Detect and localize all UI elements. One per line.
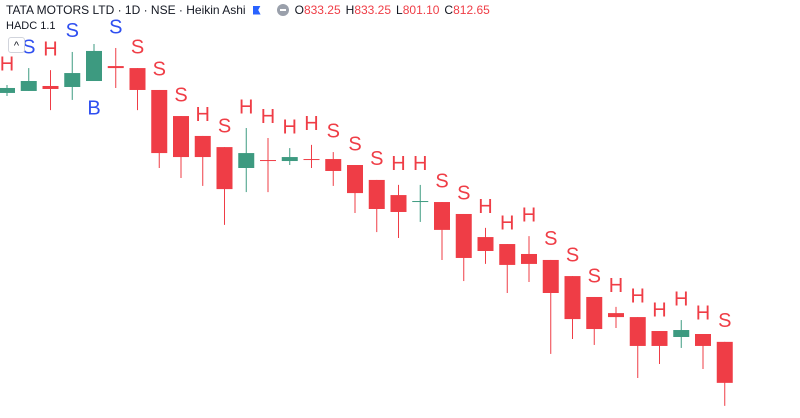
candle-body: [129, 68, 146, 90]
candle-body: [499, 244, 516, 265]
candle-body: [695, 334, 711, 346]
candle-body: [107, 66, 124, 69]
signal-label: S: [218, 115, 231, 137]
candle-body: [216, 147, 233, 190]
signal-label: S: [566, 244, 579, 266]
ohlc-item: O833.25: [295, 3, 341, 17]
candle-body: [42, 85, 59, 89]
signal-label: H: [696, 302, 710, 324]
signal-label: H: [631, 285, 645, 307]
symbol-title[interactable]: TATA MOTORS LTD · 1D · NSE · Heikin Ashi: [6, 3, 246, 17]
signal-label: H: [239, 96, 253, 118]
candle-body: [564, 276, 581, 320]
candle-body: [542, 259, 559, 293]
signal-label: S: [66, 20, 79, 42]
candle-body: [238, 153, 255, 168]
candle-body: [151, 89, 168, 154]
indicator-label[interactable]: HADC 1.1: [6, 20, 56, 32]
signal-label: H: [609, 275, 623, 297]
signal-label: B: [87, 97, 100, 119]
candle-body: [64, 73, 81, 87]
signal-label: H: [0, 53, 14, 75]
candle-body: [629, 317, 646, 346]
candle-body: [325, 159, 342, 171]
hide-button[interactable]: [276, 4, 289, 16]
signal-label: H: [478, 196, 492, 218]
signal-label: H: [522, 204, 536, 226]
candle-body: [194, 135, 211, 158]
signal-label: H: [196, 104, 210, 126]
signal-label: H: [652, 299, 666, 321]
signal-label: H: [283, 116, 297, 138]
signal-label: H: [500, 212, 514, 234]
signal-label: H: [304, 113, 318, 135]
signal-label: S: [348, 133, 361, 155]
candle-body: [260, 160, 276, 162]
candle-body: [368, 179, 385, 209]
ohlc-item: C812.65: [444, 3, 489, 17]
signal-label: S: [109, 16, 122, 38]
candle-body: [651, 331, 668, 346]
signal-label: S: [457, 182, 470, 204]
ohlc-value: 833.25: [303, 3, 341, 17]
signal-label: S: [327, 120, 340, 142]
signal-label: H: [674, 288, 688, 310]
candle-body: [586, 296, 603, 330]
signal-label: S: [718, 310, 731, 332]
candle-body: [20, 81, 37, 91]
candle-body: [390, 195, 407, 212]
signal-label: S: [153, 58, 166, 80]
signal-label: S: [435, 170, 448, 192]
ohlc-legend: O833.25 H833.25 L801.10 C812.65: [295, 3, 495, 17]
signal-label: S: [544, 228, 557, 250]
signal-label: H: [413, 153, 427, 175]
ohlc-label: O: [294, 3, 304, 17]
candle-body: [521, 253, 537, 264]
ohlc-label: L: [396, 3, 403, 17]
signal-label: H: [261, 106, 275, 128]
signal-label: S: [22, 36, 35, 58]
candle-body: [455, 213, 472, 258]
candle-body: [477, 237, 494, 251]
signal-label: H: [391, 153, 405, 175]
candle-body: [347, 165, 363, 194]
header: TATA MOTORS LTD · 1D · NSE · Heikin Ashi…: [6, 3, 495, 17]
signal-label: S: [588, 265, 601, 287]
candle-body: [303, 159, 320, 161]
signal-label: H: [43, 38, 57, 60]
signal-label: S: [370, 148, 383, 170]
ohlc-item: L801.10: [396, 3, 439, 17]
ohlc-label: H: [345, 3, 355, 17]
signal-label: S: [174, 84, 187, 106]
ohlc-label: C: [444, 3, 454, 17]
ohlc-value: 812.65: [453, 3, 490, 17]
candle-body: [0, 87, 15, 93]
candle-body: [86, 50, 102, 82]
candle-body: [608, 313, 624, 318]
candle-body: [173, 116, 189, 158]
ohlc-item: H833.25: [346, 3, 391, 17]
flag-icon[interactable]: [252, 5, 261, 15]
signal-label: S: [131, 36, 144, 58]
ohlc-value: 801.10: [402, 3, 440, 17]
candle-body: [716, 341, 733, 383]
candle-body: [412, 201, 429, 203]
collapse-button[interactable]: ^: [8, 37, 25, 53]
candle-body: [434, 202, 450, 230]
candle-body: [673, 330, 690, 337]
ohlc-value: 833.25: [354, 3, 392, 17]
candle-body: [281, 157, 298, 162]
